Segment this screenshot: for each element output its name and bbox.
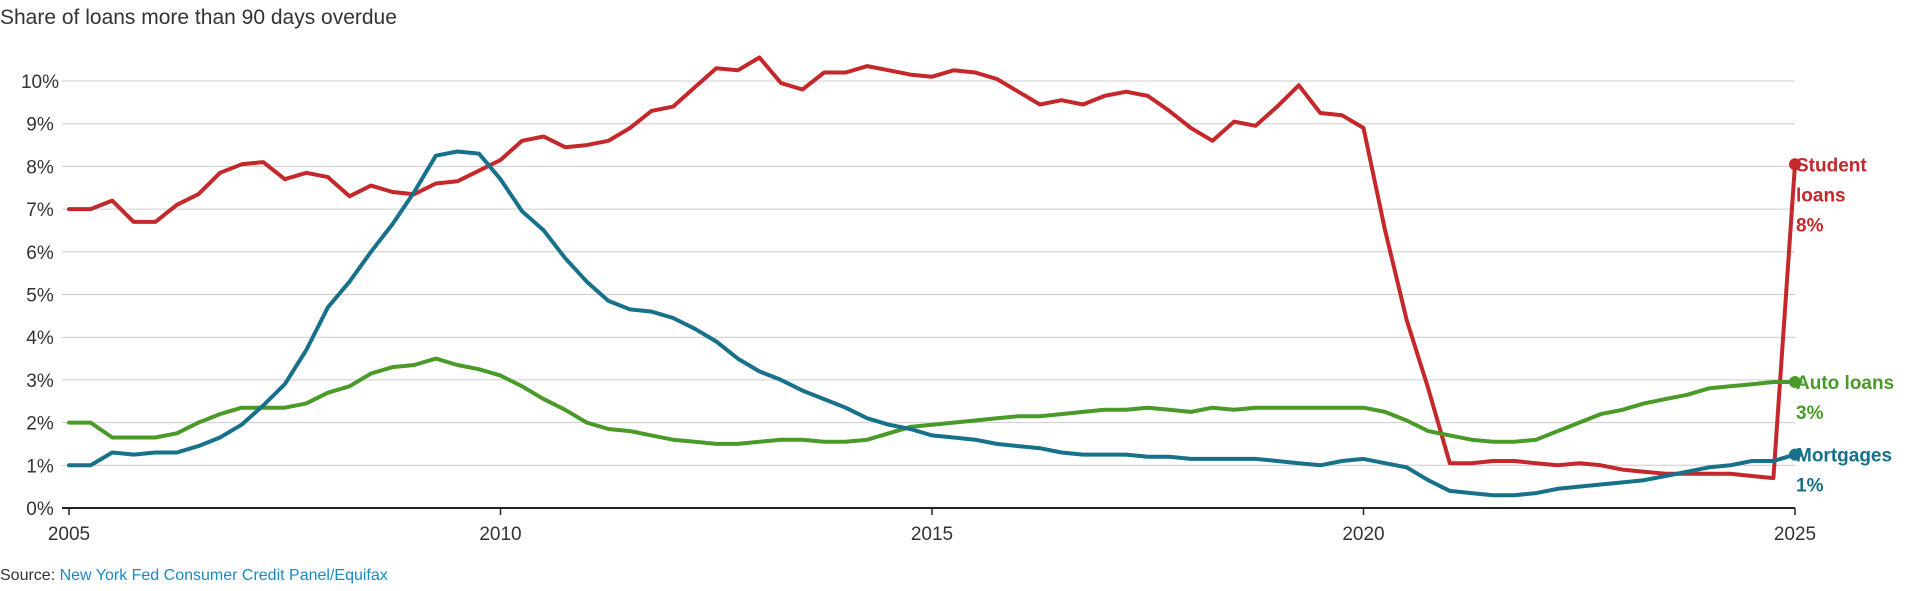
auto-loans-label: Auto loans: [1796, 373, 1894, 394]
mortgages-line: [67, 149, 1797, 498]
chart-title: Share of loans more than 90 days overdue: [0, 6, 397, 29]
mortgages-label: Mortgages: [1796, 446, 1892, 467]
source-prefix: Source:: [0, 567, 60, 584]
auto-loans-end-point: [1789, 376, 1801, 389]
auto-loans-line: [67, 356, 1797, 446]
x-tick-label: 2005: [48, 524, 90, 545]
student-loans-line: [67, 55, 1797, 481]
source-link[interactable]: New York Fed Consumer Credit Panel/Equif…: [59, 567, 388, 584]
series-end-labels: Student loans 8% Auto loans 3% Mortgages 1%: [1790, 155, 1894, 497]
y-tick-label: 4%: [26, 328, 54, 349]
series-lines: [67, 55, 1801, 498]
grid-lines: [62, 80, 1795, 466]
mortgages-value-label: 1%: [1796, 476, 1824, 497]
y-tick-label: 5%: [26, 286, 54, 307]
y-tick-label: 1%: [26, 456, 54, 477]
x-tick-label: 2025: [1774, 524, 1816, 545]
y-tick-label: 0%: [26, 499, 54, 520]
y-tick-label: 8%: [26, 157, 54, 178]
student-loans-end-point: [1789, 158, 1801, 171]
y-axis-ticks: 0% 1% 2% 3% 4% 5% 6% 7% 8% 9% 10%: [21, 72, 59, 520]
x-tick-label: 2020: [1342, 524, 1384, 545]
x-tick-label: 2010: [479, 524, 521, 545]
y-tick-label: 3%: [26, 371, 54, 392]
y-tick-label: 9%: [26, 115, 54, 136]
y-tick-label: 6%: [26, 243, 54, 264]
y-tick-label: 10%: [21, 72, 59, 93]
student-loans-label: Student: [1796, 155, 1867, 176]
source-note: Source: New York Fed Consumer Credit Pan…: [0, 567, 388, 585]
student-loans-label: loans: [1796, 185, 1846, 206]
y-tick-label: 7%: [26, 200, 54, 221]
x-tick-label: 2015: [911, 524, 953, 545]
y-tick-label: 2%: [26, 414, 54, 435]
x-axis-ticks: 2005 2010 2015 2020 2025: [48, 508, 1816, 545]
mortgages-end-point: [1789, 448, 1801, 461]
student-loans-value-label: 8%: [1796, 215, 1824, 236]
auto-loans-value-label: 3%: [1796, 403, 1824, 424]
